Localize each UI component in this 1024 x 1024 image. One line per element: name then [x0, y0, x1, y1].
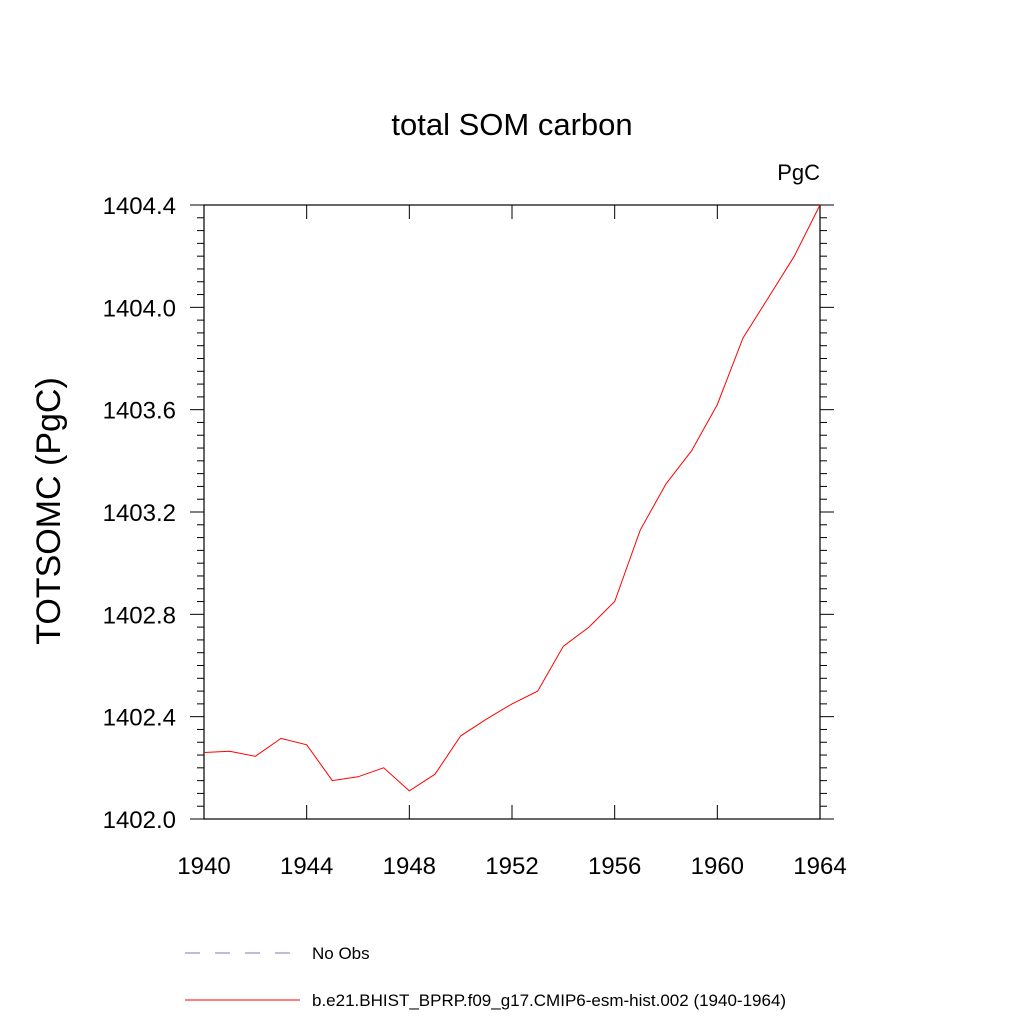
y-tick-label: 1403.2	[103, 500, 176, 527]
chart-title: total SOM carbon	[391, 107, 632, 142]
series-line	[203, 204, 821, 792]
y-tick-label: 1402.8	[103, 602, 176, 629]
series-layer	[203, 204, 821, 792]
units-label: PgC	[777, 160, 820, 185]
x-tick-label: 1956	[588, 853, 641, 880]
x-tick-label: 1960	[691, 853, 744, 880]
y-axis-title: TOTSOMC (PgC)	[30, 377, 68, 645]
legend-label: b.e21.BHIST_BPRP.f09_g17.CMIP6-esm-hist.…	[312, 991, 786, 1010]
y-tick-labels: 1402.0 1402.4 1402.8 1403.2 1403.6 1404.0 1404…	[103, 193, 176, 834]
plot-frame	[203, 204, 821, 820]
y-tick-label: 1402.4	[103, 705, 176, 732]
y-tick-label: 1402.0	[103, 807, 176, 834]
x-tick-label: 1952	[485, 853, 538, 880]
x-tick-label: 1964	[793, 853, 846, 880]
legend: No Obs b.e21.BHIST_BPRP.f09_g17.CMIP6-esm…	[185, 944, 786, 1010]
x-tick-label: 1944	[280, 853, 333, 880]
x-tick-label: 1948	[383, 853, 436, 880]
y-tick-label: 1403.6	[103, 398, 176, 425]
y-tick-label: 1404.4	[103, 193, 176, 220]
x-tick-label: 1940	[177, 853, 230, 880]
axis-ticks	[190, 204, 834, 820]
x-tick-labels: 1940 1944 1948 1952 1956 1960 1964	[177, 853, 846, 880]
y-tick-label: 1404.0	[103, 295, 176, 322]
legend-label: No Obs	[312, 944, 370, 963]
